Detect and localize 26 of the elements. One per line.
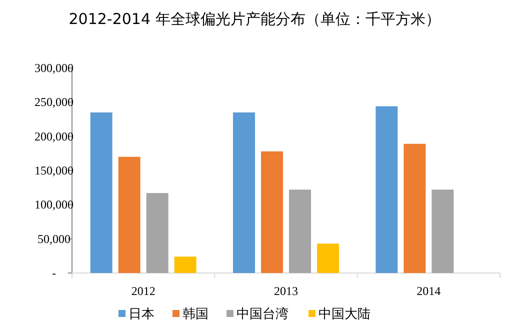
- legend-label: 中国台湾: [236, 306, 288, 322]
- y-tick-label: 100,000: [34, 198, 74, 212]
- bar: [404, 144, 426, 273]
- bar: [90, 112, 112, 273]
- y-tick-label: 50,000: [38, 232, 70, 246]
- y-tick-label: -: [52, 266, 56, 280]
- chart-title: 2012-2014 年全球偏光片产能分布（单位：千平方米）: [68, 10, 440, 28]
- bar: [289, 190, 311, 273]
- bar: [146, 193, 168, 273]
- bar: [233, 112, 255, 273]
- bar: [376, 106, 398, 273]
- y-tick-label: 300,000: [34, 61, 74, 75]
- bar: [174, 256, 196, 273]
- legend-label: 韩国: [182, 307, 208, 322]
- legend-label: 中国大陆: [318, 307, 370, 322]
- bar: [261, 151, 283, 273]
- bar: [432, 190, 454, 273]
- y-tick-label: 200,000: [34, 129, 74, 144]
- legend-label: 日本: [128, 307, 154, 322]
- y-tick-label: 250,000: [34, 95, 74, 110]
- bar: [118, 156, 140, 273]
- x-tick-label: 2014: [416, 284, 441, 298]
- y-tick-label: 150,000: [34, 164, 74, 178]
- x-tick-label: 2012: [131, 284, 156, 298]
- bar: [317, 244, 339, 273]
- x-tick-label: 2013: [274, 284, 298, 298]
